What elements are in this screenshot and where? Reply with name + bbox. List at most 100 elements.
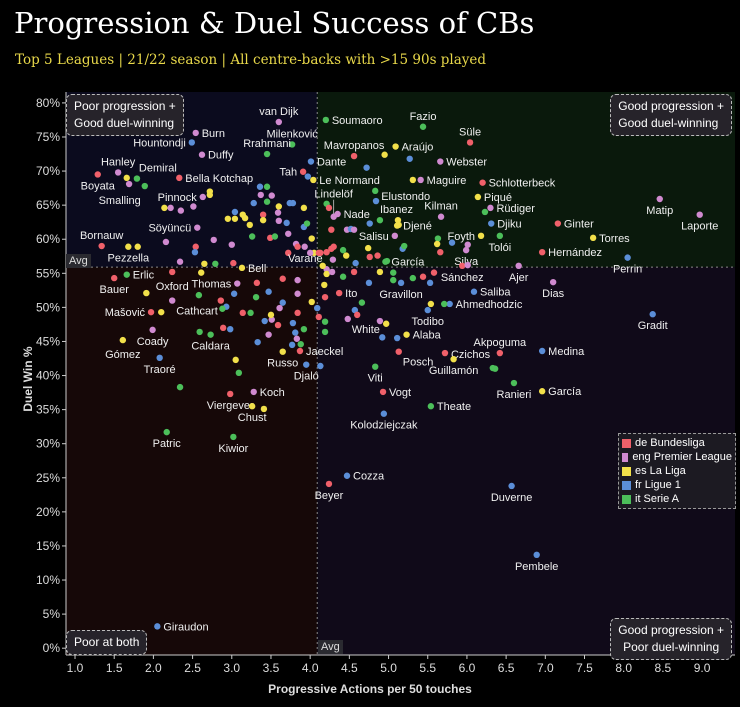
data-point (328, 268, 336, 276)
data-point (256, 183, 264, 190)
data-point (321, 293, 329, 301)
data-point (190, 203, 197, 210)
data-point (248, 403, 256, 410)
data-point (364, 244, 372, 252)
data-point (192, 129, 199, 137)
data-point (141, 182, 148, 190)
data-point (424, 306, 431, 314)
data-point (459, 262, 466, 270)
data-point (343, 252, 350, 259)
x-tick-label: 8.0 (615, 661, 632, 675)
data-point (230, 290, 238, 297)
data-point (450, 355, 457, 363)
data-point (409, 274, 417, 282)
data-point (401, 242, 408, 250)
data-point (310, 176, 317, 184)
data-point (133, 175, 141, 182)
data-point (301, 243, 308, 250)
data-point (163, 428, 170, 436)
legend-label: de Bundesliga (635, 437, 705, 449)
data-point (154, 623, 161, 630)
data-point (554, 220, 562, 227)
data-point (235, 369, 243, 377)
data-point (321, 281, 328, 289)
point-label: Ranieri (497, 389, 532, 401)
legend-label: fr Ligue 1 (635, 479, 681, 491)
data-point (477, 232, 485, 240)
data-point (329, 256, 337, 263)
point-label: Hountondji (133, 137, 186, 149)
data-point (366, 253, 373, 261)
point-label: Kolodziejczak (350, 420, 418, 432)
point-label: Bornauw (80, 230, 123, 242)
point-label: Burn (202, 128, 225, 140)
data-point (479, 179, 486, 186)
legend-item-de: de Bundesliga (622, 436, 732, 450)
data-point (351, 306, 359, 314)
data-point (624, 254, 631, 261)
quadrant-label-line: Poor progression + (74, 99, 176, 113)
data-point (321, 328, 329, 336)
data-point (227, 325, 234, 333)
data-point (315, 313, 322, 321)
data-point (303, 361, 310, 368)
quadrant-label-line: Good duel-winning (618, 116, 719, 130)
data-point (300, 325, 308, 333)
data-point (254, 338, 261, 346)
data-point (372, 197, 380, 205)
point-label: Nade (344, 209, 370, 221)
data-point (283, 219, 290, 227)
data-point (167, 204, 174, 212)
data-point (323, 248, 330, 256)
data-point (314, 304, 321, 312)
data-point (304, 173, 312, 180)
data-point (134, 243, 141, 250)
data-point (294, 290, 301, 297)
data-point (319, 262, 326, 270)
y-tick-label: 15% (36, 539, 60, 553)
point-label: Posch (403, 357, 434, 369)
data-point (289, 319, 297, 327)
data-point (224, 215, 232, 222)
data-point (437, 248, 444, 256)
point-label: Söyüncü (148, 223, 191, 235)
point-label: Ajer (509, 272, 529, 284)
chart-subtitle: Top 5 Leagues | 21/22 season | All centr… (15, 52, 487, 68)
data-point (259, 211, 267, 218)
legend-swatch (622, 466, 631, 476)
data-point (656, 195, 663, 203)
data-point (125, 243, 132, 250)
data-point (265, 288, 272, 295)
data-point (176, 383, 184, 391)
x-tick-label: 3.0 (223, 661, 240, 675)
x-tick-label: 3.5 (263, 661, 280, 675)
data-point (427, 403, 435, 410)
data-point (250, 388, 257, 396)
point-label: Ahmedhodzic (456, 299, 523, 311)
point-label: White (352, 324, 380, 336)
point-label: Ginter (564, 219, 594, 231)
data-point (533, 551, 540, 559)
x-tick-label: 7.0 (537, 661, 554, 675)
x-tick-label: 9.0 (694, 661, 711, 675)
data-point (177, 207, 185, 214)
data-point (372, 363, 379, 370)
y-tick-label: 5% (43, 607, 61, 621)
data-point (212, 260, 219, 267)
legend-item-eng: eng Premier League (622, 450, 732, 464)
data-point (462, 246, 470, 254)
point-label: García (548, 386, 582, 398)
point-label: Patric (153, 438, 182, 450)
data-point (219, 324, 227, 332)
x-axis-label: Progressive Actions per 50 touches (268, 682, 472, 696)
point-label: Milenković (266, 128, 318, 140)
point-label: Medina (548, 346, 585, 358)
legend: de Bundesliga eng Premier League es La L… (618, 433, 736, 509)
data-point (339, 246, 347, 254)
y-tick-label: 10% (36, 573, 60, 587)
data-point (288, 141, 296, 148)
quadrant-label-top-left: Poor progression + Good duel-winning (66, 94, 184, 136)
quadrant-label-line: Good duel-winning (74, 116, 175, 130)
data-point (427, 300, 435, 308)
